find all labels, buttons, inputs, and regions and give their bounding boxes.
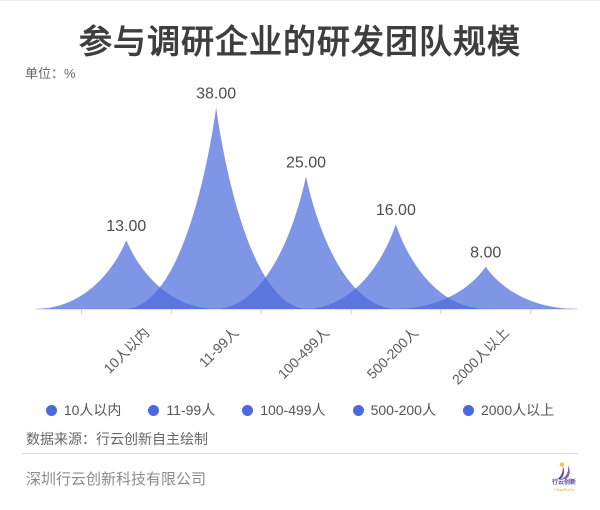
logo-subtext: CloudToGo	[553, 487, 574, 492]
value-label-1: 13.00	[106, 218, 146, 235]
page-title: 参与调研企业的研发团队规模	[79, 23, 521, 60]
legend-label: 11-99人	[166, 402, 216, 418]
value-label-5: 8.00	[470, 245, 501, 262]
legend-item-3[interactable]: 100-499人	[242, 400, 326, 420]
legend-item-2[interactable]: 11-99人	[148, 400, 215, 420]
company-logo: 行云创新 CloudToGo	[542, 462, 586, 506]
value-label-2: 38.00	[196, 86, 236, 103]
legend-dot-icon	[352, 404, 364, 416]
legend-label: 10人以内	[63, 402, 122, 418]
logo-text: 行云创新	[551, 480, 576, 486]
chart-legend: 10人以内 11-99人 100-499人 500-200人 2000人以上	[0, 400, 600, 420]
source-note: 数据来源：行云创新自主绘制	[26, 431, 208, 447]
peak-area-4	[303, 224, 488, 309]
legend-dot-icon	[462, 404, 474, 416]
unit-label: 单位：%	[25, 66, 76, 81]
chart-svg: 13.00 38.00 25.00 16.00 8.00	[34, 86, 578, 314]
value-label-3: 25.00	[286, 155, 326, 172]
legend-dot-icon	[242, 404, 254, 416]
value-label-4: 16.00	[376, 202, 416, 219]
footer-company: 深圳行云创新科技有限公司	[26, 471, 207, 488]
legend-label: 100-499人	[260, 402, 326, 418]
peak-area-1	[34, 240, 219, 309]
legend-label: 2000人以上	[480, 402, 555, 418]
peak-area-2	[124, 107, 309, 309]
logo-swoosh-icon	[557, 462, 570, 479]
peak-area-5	[393, 266, 578, 309]
legend-item-5[interactable]: 2000人以上	[462, 400, 555, 420]
legend-item-4[interactable]: 500-200人	[352, 400, 436, 420]
legend-dot-icon	[148, 404, 160, 416]
legend-item-1[interactable]: 10人以内	[45, 400, 122, 420]
footer-divider	[22, 453, 578, 454]
legend-dot-icon	[45, 404, 57, 416]
legend-label: 500-200人	[370, 402, 436, 418]
peak-area-3	[214, 176, 398, 309]
